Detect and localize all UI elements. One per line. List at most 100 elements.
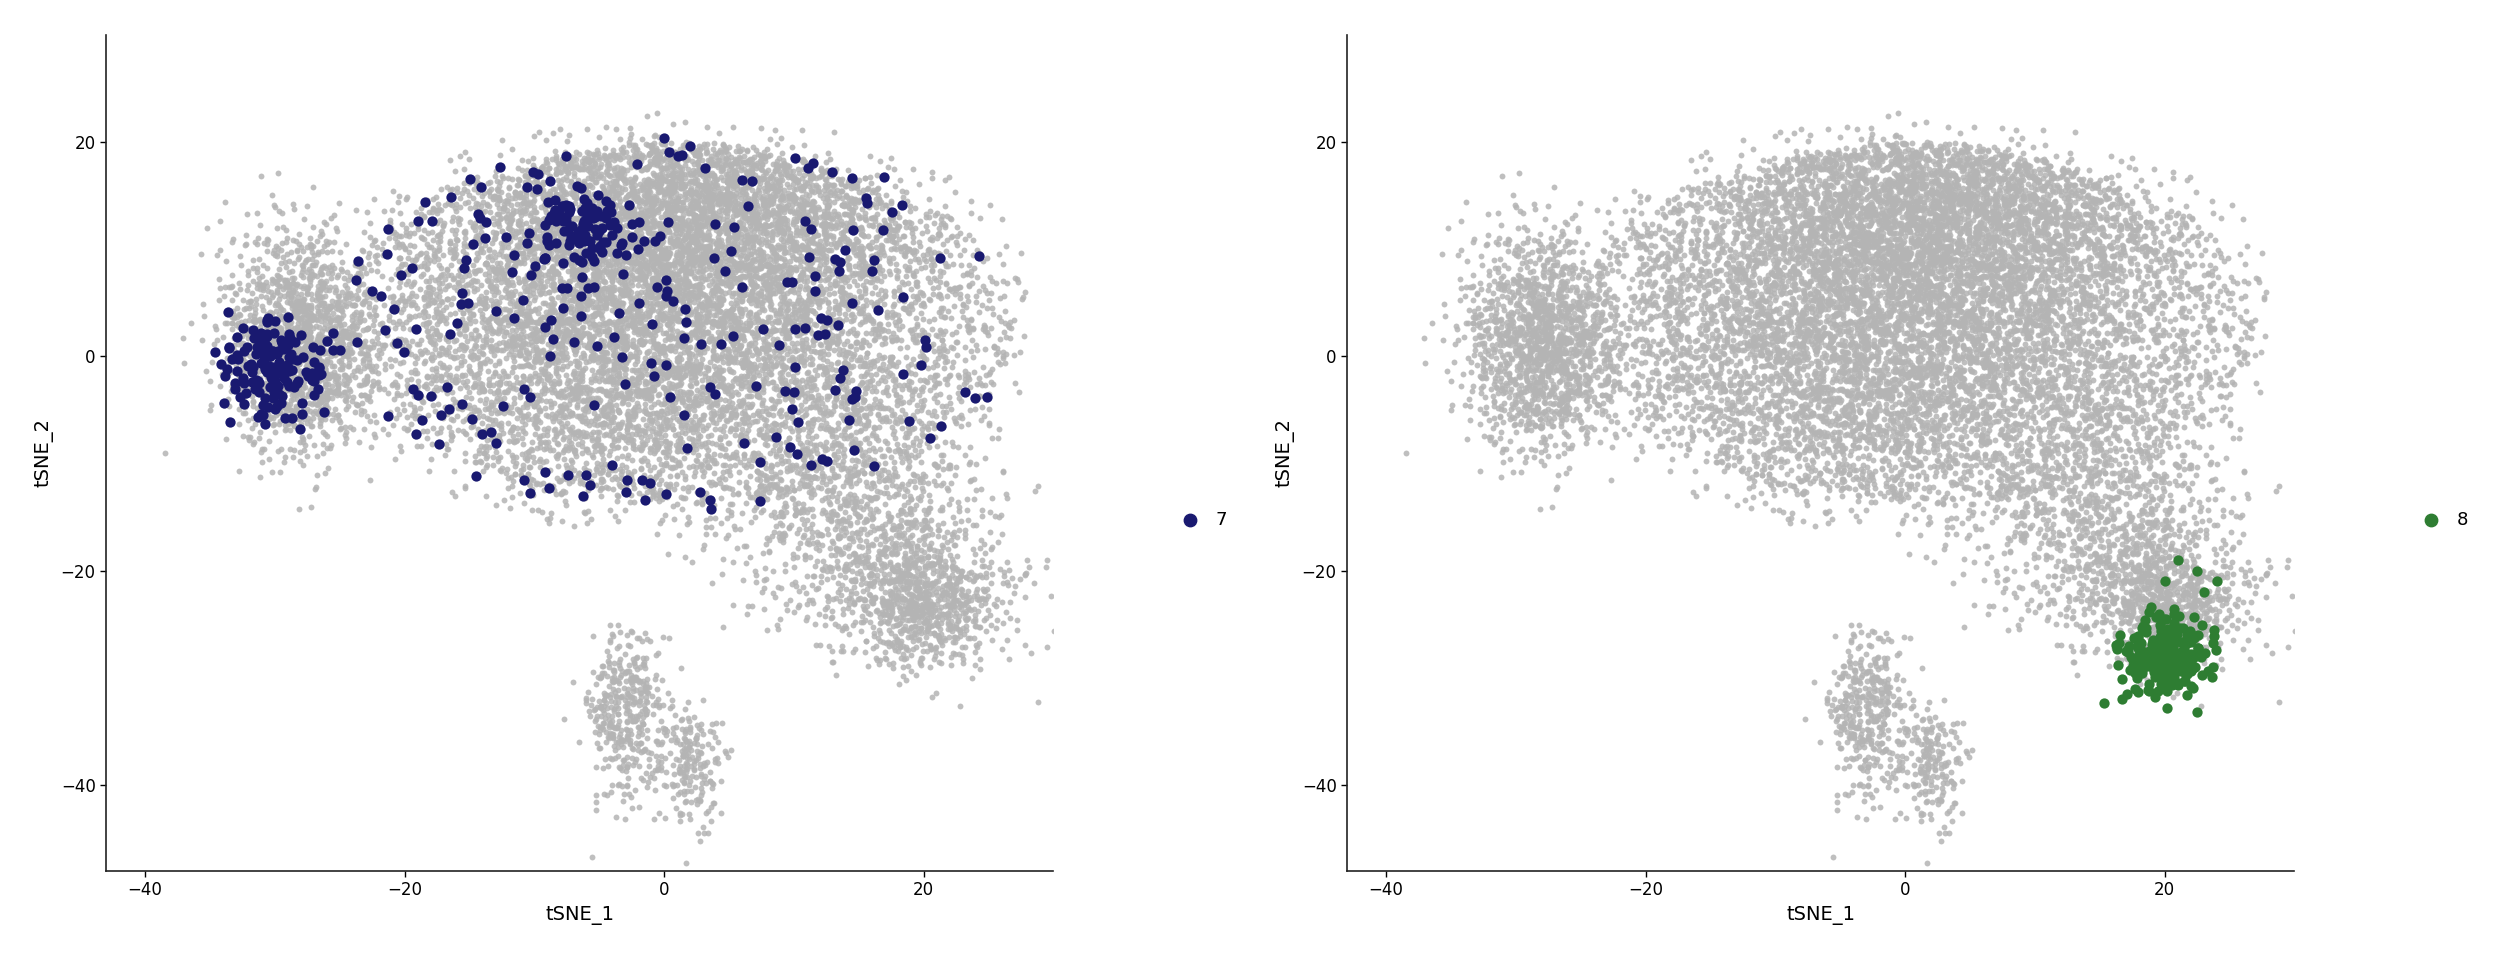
Point bbox=[1855, 200, 1894, 215]
Point bbox=[2137, 545, 2177, 561]
Point bbox=[1860, 326, 1899, 342]
Point bbox=[1822, 332, 1862, 348]
Point bbox=[2147, 630, 2186, 645]
Point bbox=[489, 252, 529, 268]
Point bbox=[859, 317, 899, 332]
Point bbox=[1932, 187, 1972, 203]
Point bbox=[589, 257, 629, 273]
Point bbox=[604, 277, 644, 293]
Point bbox=[594, 247, 634, 262]
Point bbox=[2196, 612, 2236, 627]
Point bbox=[2079, 565, 2119, 581]
Point bbox=[2077, 549, 2117, 564]
Point bbox=[2162, 634, 2201, 649]
Point bbox=[1870, 325, 1909, 341]
Point bbox=[562, 445, 602, 461]
Point bbox=[664, 549, 704, 564]
Point bbox=[2236, 375, 2276, 391]
Point bbox=[337, 291, 377, 306]
Point bbox=[1610, 215, 1650, 230]
Point bbox=[1897, 392, 1937, 407]
Point bbox=[507, 227, 547, 242]
Point bbox=[681, 336, 721, 351]
Point bbox=[784, 443, 824, 458]
Point bbox=[861, 218, 901, 233]
Point bbox=[1760, 412, 1800, 427]
Point bbox=[659, 436, 699, 451]
Point bbox=[2082, 377, 2122, 393]
Point bbox=[696, 266, 736, 281]
Point bbox=[1772, 354, 1812, 370]
Point bbox=[2122, 636, 2162, 651]
Point bbox=[1737, 177, 1777, 192]
Point bbox=[1585, 260, 1625, 276]
Point bbox=[926, 435, 966, 450]
Point bbox=[2109, 307, 2149, 323]
Point bbox=[904, 536, 943, 551]
Point bbox=[487, 310, 527, 325]
Point bbox=[2144, 399, 2184, 415]
Point bbox=[2029, 179, 2069, 194]
Point bbox=[829, 561, 869, 576]
Point bbox=[689, 448, 729, 464]
Point bbox=[270, 276, 310, 292]
Point bbox=[1972, 356, 2012, 372]
Point bbox=[861, 413, 901, 428]
Point bbox=[1845, 253, 1884, 269]
Point bbox=[427, 262, 467, 277]
Point bbox=[1647, 408, 1687, 423]
Point bbox=[716, 314, 756, 329]
Point bbox=[736, 252, 776, 267]
Point bbox=[796, 534, 836, 549]
Point bbox=[1884, 353, 1924, 369]
Point bbox=[1832, 383, 1872, 398]
Point bbox=[1852, 452, 1892, 468]
Point bbox=[569, 178, 609, 193]
Point bbox=[644, 241, 684, 256]
Point bbox=[589, 244, 629, 259]
Point bbox=[1543, 372, 1582, 387]
Point bbox=[2157, 613, 2196, 629]
Point bbox=[587, 346, 626, 361]
Point bbox=[2127, 515, 2167, 530]
Point bbox=[716, 444, 756, 460]
Point bbox=[1001, 344, 1041, 359]
Point bbox=[1984, 280, 2024, 296]
Point bbox=[806, 379, 846, 395]
Point bbox=[1662, 408, 1702, 423]
Point bbox=[751, 168, 791, 183]
Point bbox=[1855, 173, 1894, 188]
Point bbox=[1807, 178, 1847, 193]
Point bbox=[1587, 266, 1627, 281]
Point bbox=[270, 363, 310, 378]
Point bbox=[1924, 771, 1964, 786]
Point bbox=[2069, 358, 2109, 373]
Point bbox=[499, 347, 539, 362]
Point bbox=[2059, 269, 2099, 284]
Point bbox=[305, 279, 344, 295]
Point bbox=[280, 332, 319, 348]
Point bbox=[1655, 294, 1695, 309]
Point bbox=[709, 172, 749, 187]
Point bbox=[1535, 355, 1575, 371]
Point bbox=[961, 597, 1001, 612]
Point bbox=[242, 348, 282, 363]
Point bbox=[2072, 211, 2112, 227]
Point bbox=[701, 297, 741, 312]
Point bbox=[509, 476, 549, 492]
Point bbox=[1732, 322, 1772, 337]
Point bbox=[397, 204, 437, 220]
Point bbox=[1994, 249, 2034, 264]
Point bbox=[1767, 381, 1807, 396]
Point bbox=[2112, 329, 2152, 345]
Point bbox=[1815, 629, 1855, 644]
Point bbox=[1543, 274, 1582, 289]
Point bbox=[661, 375, 701, 391]
Point bbox=[634, 396, 674, 412]
Point bbox=[766, 330, 806, 346]
Point bbox=[347, 408, 387, 423]
Point bbox=[212, 309, 252, 324]
Point bbox=[2074, 546, 2114, 562]
Point bbox=[1884, 243, 1924, 258]
Point bbox=[329, 327, 369, 343]
